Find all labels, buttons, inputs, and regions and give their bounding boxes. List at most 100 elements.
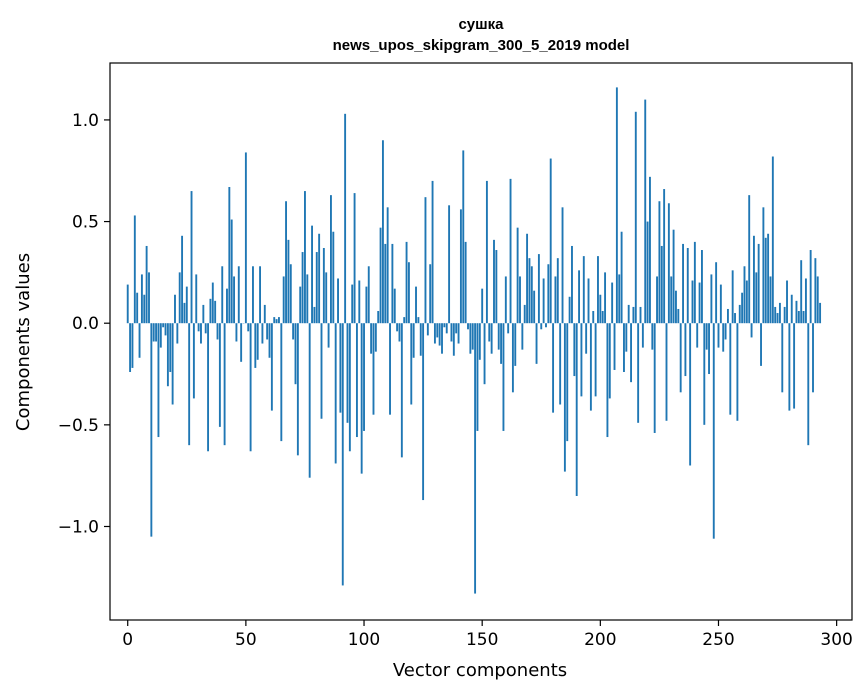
bar-180	[552, 323, 555, 413]
bar-132	[438, 323, 441, 346]
bar-5	[138, 323, 141, 358]
bar-237	[686, 247, 689, 324]
bar-73	[299, 286, 302, 324]
bar-159	[502, 323, 505, 431]
bar-208	[618, 274, 621, 324]
bar-289	[809, 250, 812, 324]
bar-31	[200, 323, 202, 344]
bar-255	[729, 323, 732, 415]
bar-210	[623, 323, 625, 372]
bar-35	[209, 298, 212, 324]
bar-283	[795, 300, 798, 324]
bar-67	[285, 201, 287, 324]
bar-75	[304, 191, 306, 324]
bar-254	[726, 308, 729, 324]
bar-127	[426, 323, 429, 336]
bar-32	[202, 304, 205, 324]
bar-84	[325, 272, 328, 324]
bar-57	[261, 323, 264, 344]
bar-215	[634, 111, 637, 324]
bar-214	[632, 306, 635, 324]
bar-264	[750, 323, 753, 338]
bar-8	[145, 245, 148, 324]
bar-165	[516, 227, 519, 324]
bar-231	[672, 229, 675, 324]
bar-40	[221, 266, 224, 324]
bar-138	[452, 323, 455, 356]
bar-119	[407, 262, 410, 324]
bar-170	[528, 258, 531, 324]
bar-291	[814, 258, 817, 324]
bar-68	[287, 239, 290, 324]
bar-183	[559, 323, 562, 405]
bar-235	[682, 243, 684, 324]
bar-58	[263, 304, 266, 324]
x-tick-label: 250	[702, 630, 734, 650]
bar-246	[708, 323, 710, 375]
bar-263	[748, 195, 751, 324]
bar-70	[292, 323, 295, 340]
x-tick-label: 150	[466, 630, 498, 650]
bar-60	[268, 323, 271, 358]
bar-80	[315, 252, 318, 324]
bar-257	[734, 313, 736, 324]
bar-136	[448, 205, 451, 324]
bar-72	[296, 323, 299, 456]
bar-153	[488, 323, 491, 342]
bar-198	[594, 323, 597, 397]
bar-243	[701, 250, 703, 324]
bar-7	[143, 294, 146, 324]
bar-131	[436, 323, 439, 338]
bar-20	[174, 294, 176, 324]
bar-48	[240, 323, 243, 362]
bar-199	[597, 256, 599, 324]
bar-184	[561, 207, 564, 324]
bar-239	[691, 280, 694, 324]
bar-62	[273, 317, 276, 324]
bar-103	[370, 323, 373, 354]
bar-11	[152, 323, 155, 342]
bar-249	[715, 262, 718, 324]
bar-218	[641, 323, 644, 348]
bar-260	[741, 292, 744, 324]
bar-65	[280, 323, 283, 442]
x-tick-label: 0	[122, 630, 133, 650]
bar-54	[254, 323, 257, 368]
bar-74	[301, 252, 304, 324]
bar-195	[587, 278, 590, 324]
bar-30	[197, 323, 200, 332]
bar-81	[318, 233, 321, 324]
bar-252	[722, 323, 725, 352]
bar-281	[790, 294, 793, 324]
bar-82	[320, 323, 323, 419]
bar-227	[663, 189, 666, 324]
bar-194	[585, 323, 588, 354]
y-tick-label: 1.0	[72, 111, 99, 131]
bar-116	[400, 323, 403, 458]
bar-277	[781, 323, 784, 393]
bar-173	[535, 323, 538, 364]
bar-3	[133, 215, 136, 324]
bar-204	[608, 323, 611, 399]
bar-245	[705, 323, 708, 350]
bar-222	[651, 323, 654, 350]
bar-100	[363, 323, 365, 431]
bar-46	[235, 323, 238, 342]
bar-128	[429, 264, 432, 324]
bar-200	[599, 294, 602, 324]
bar-256	[731, 270, 734, 324]
bar-79	[313, 306, 316, 324]
bar-217	[639, 306, 642, 324]
bar-271	[767, 233, 770, 324]
bar-83	[322, 247, 325, 324]
y-tick-label: 0.5	[72, 213, 99, 233]
bar-117	[403, 317, 406, 324]
bar-212	[627, 304, 630, 324]
bar-206	[613, 323, 616, 370]
bar-110	[386, 207, 389, 324]
bar-181	[554, 276, 557, 324]
bar-47	[237, 266, 240, 324]
bar-50	[244, 152, 247, 324]
bar-94	[348, 323, 351, 452]
x-axis-label: Vector components	[393, 660, 567, 681]
